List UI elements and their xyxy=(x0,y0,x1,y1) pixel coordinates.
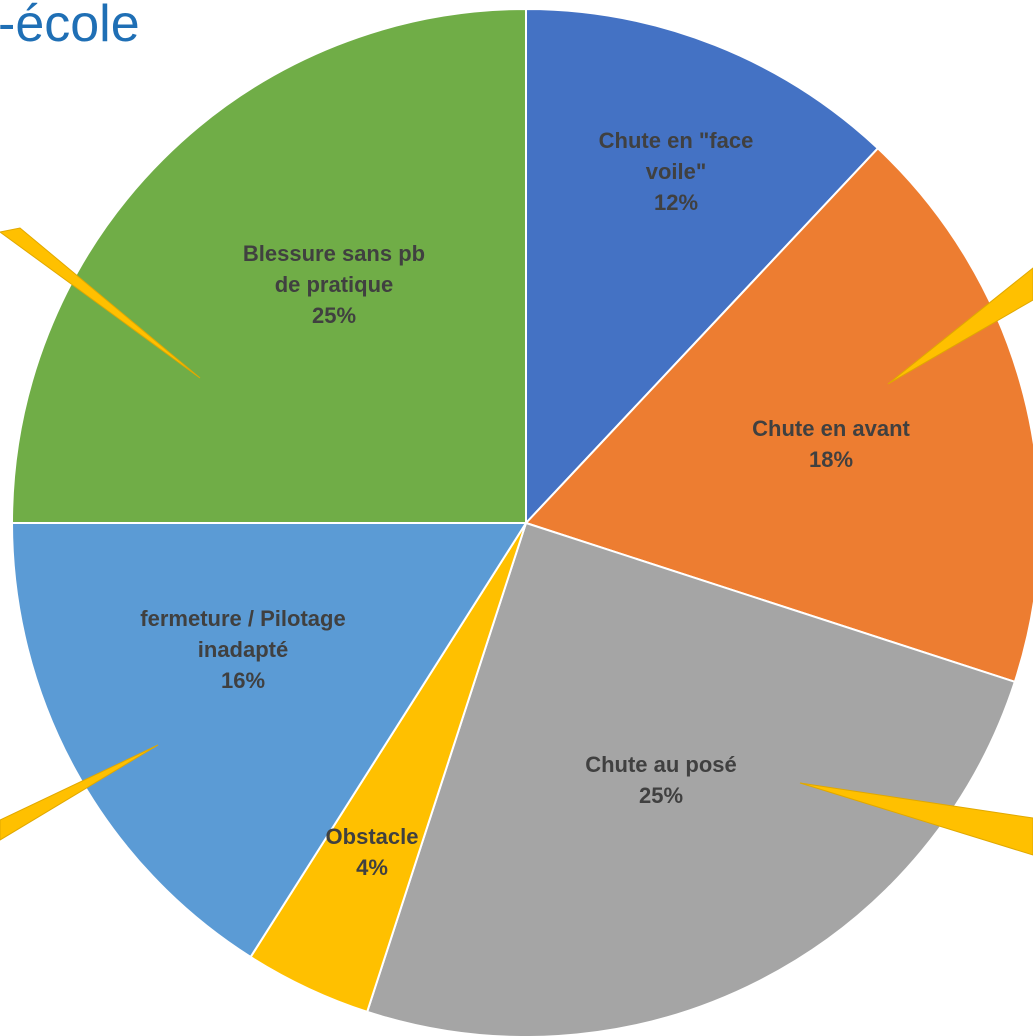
callout-pointer xyxy=(887,267,1033,385)
pie-slice xyxy=(10,522,528,959)
page-title: -école xyxy=(0,0,140,53)
pie-slice xyxy=(10,7,527,524)
callout-pointers xyxy=(0,227,1033,856)
callout-pointer xyxy=(0,744,159,841)
slice-label: fermeture / Pilotage inadapté 16% xyxy=(140,606,345,693)
callout-pointer xyxy=(0,227,201,379)
pie-slice xyxy=(524,146,1033,684)
pie-slices xyxy=(10,7,1033,1036)
slice-label: Chute en "face voile" 12% xyxy=(599,128,754,215)
pie-slice xyxy=(525,7,880,526)
slice-label: Obstacle 4% xyxy=(326,824,419,880)
slice-label: Chute au posé 25% xyxy=(585,752,737,808)
pie-slice xyxy=(365,521,1017,1036)
slice-label: Blessure sans pb de pratique 25% xyxy=(243,241,425,328)
slice-label: Chute en avant 18% xyxy=(752,416,910,472)
slice-labels: Chute en "face voile" 12% Chute en avant 18%… xyxy=(140,128,910,880)
callout-pointer xyxy=(799,782,1033,856)
